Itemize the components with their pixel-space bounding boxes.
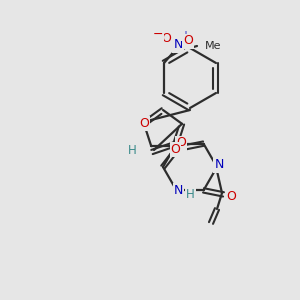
Text: +: + [181,30,189,40]
Text: O: O [161,32,171,46]
Text: H: H [186,188,195,201]
Text: O: O [226,190,236,203]
Text: O: O [183,34,193,47]
Text: Me: Me [205,41,221,51]
Text: −: − [153,28,163,40]
Text: N: N [173,38,183,52]
Text: N: N [174,184,183,197]
Text: O: O [139,117,149,130]
Text: O: O [176,136,186,149]
Text: O: O [171,143,180,156]
Text: N: N [214,158,224,172]
Text: H: H [128,143,136,157]
